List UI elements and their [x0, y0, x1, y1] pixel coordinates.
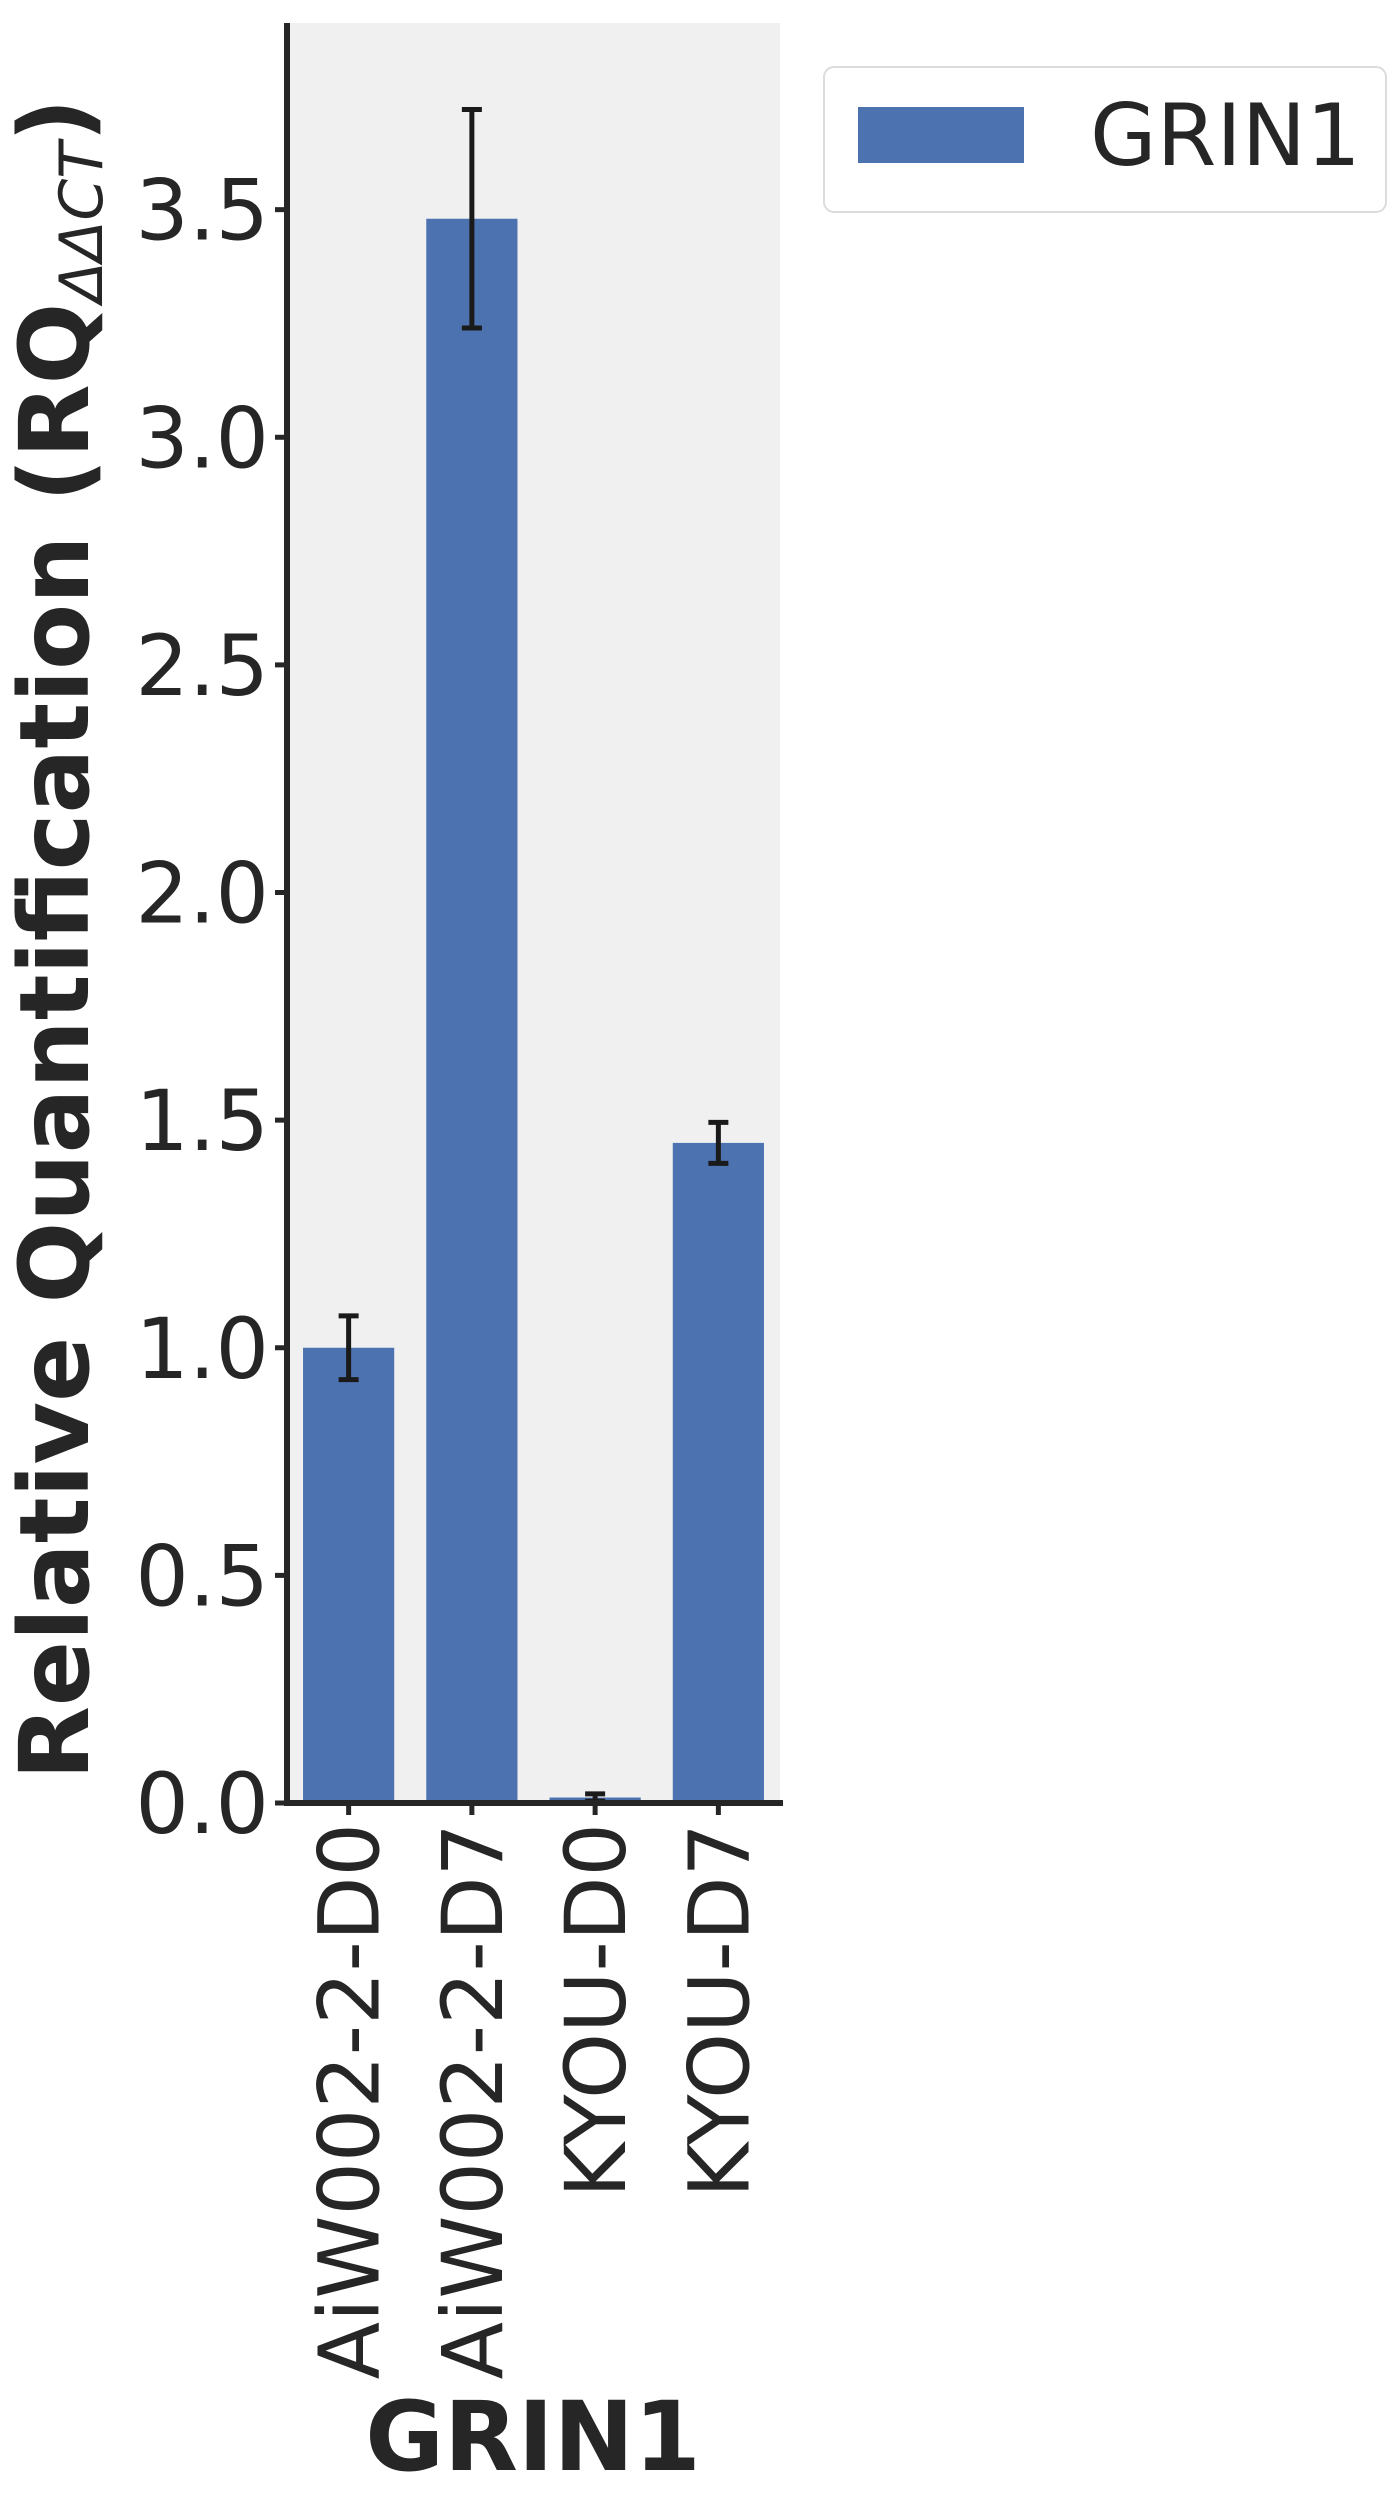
y-tick-label: 0.5	[135, 1527, 269, 1625]
x-tick-label: KYOU-D7	[670, 1823, 768, 2198]
bar	[672, 1142, 764, 1803]
x-tick-label: AiW002-2-D0	[301, 1823, 399, 2379]
x-tick-label: AiW002-2-D7	[424, 1823, 522, 2379]
y-tick-label: 3.5	[135, 162, 269, 260]
bar	[303, 1347, 395, 1803]
error-bar	[708, 1119, 729, 1166]
legend-label: GRIN1	[1090, 86, 1361, 186]
axes-layer	[284, 23, 783, 1806]
error-bar	[338, 1313, 359, 1383]
error-bars-layer	[338, 106, 729, 1804]
y-tick-label: 2.5	[135, 617, 269, 715]
y-tick-label: 2.0	[135, 845, 269, 943]
y-tick-label: 0.0	[135, 1755, 269, 1853]
x-axis-title: GRIN1	[365, 2381, 701, 2493]
y-axis-title-close: )	[0, 98, 111, 142]
legend-frame	[823, 66, 1387, 213]
error-bar	[461, 106, 482, 331]
bar	[426, 218, 518, 1803]
x-ticks-layer: AiW002-2-D0 AiW002-2-D7 KYOU-D0 KYOU-D7	[301, 1803, 768, 2379]
bars-layer	[303, 218, 764, 1803]
y-ticks-layer: 0.0 0.5 1.0 1.5 2.0 2.5 3.0 3.5	[135, 162, 287, 1853]
y-axis-title: Relative Quantification (RQΔΔCT)	[0, 98, 117, 1780]
legend-swatch	[858, 107, 1024, 163]
y-tick-label: 1.5	[135, 1072, 269, 1170]
y-axis-title-subscript: ΔΔCT	[47, 138, 117, 307]
legend: GRIN1	[823, 66, 1387, 213]
y-tick-label: 1.0	[135, 1300, 269, 1398]
y-axis-title-main: Relative Quantification (RQ	[0, 303, 111, 1780]
y-tick-label: 3.0	[135, 389, 269, 487]
x-tick-label: KYOU-D0	[547, 1823, 645, 2198]
